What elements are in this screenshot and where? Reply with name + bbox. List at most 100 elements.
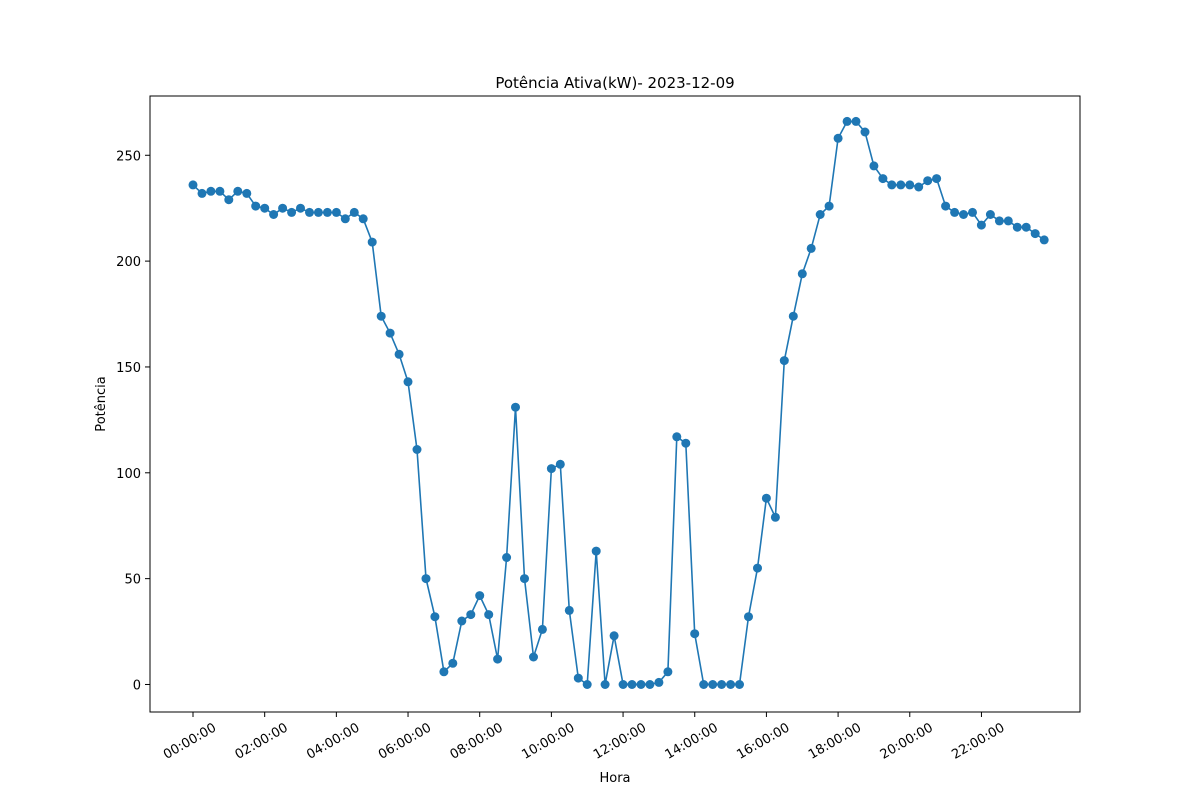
data-point [349, 207, 359, 217]
x-tick-label: 04:00:00 [304, 720, 362, 762]
data-point [717, 680, 727, 689]
data-point [905, 180, 915, 190]
data-point [305, 207, 314, 217]
data-point [233, 186, 243, 196]
data-point [520, 574, 529, 584]
x-tick-label: 16:00:00 [734, 720, 792, 762]
y-tick-label: 0 [133, 678, 141, 693]
y-tick-label: 200 [116, 255, 141, 270]
data-point [600, 680, 610, 689]
data-point [412, 445, 422, 454]
x-tick-label: 08:00:00 [448, 720, 506, 762]
data-point [941, 201, 951, 211]
data-point [842, 116, 852, 126]
data-point [761, 493, 771, 503]
data-point [896, 180, 906, 190]
data-point [260, 203, 270, 213]
data-point [618, 680, 628, 689]
y-tick-label: 150 [116, 361, 141, 376]
x-axis: 00:00:00 02:00:00 04:00:00 06:00:00 08:00:00… [161, 712, 1007, 763]
x-axis-label: Hora [599, 771, 630, 786]
data-point [287, 207, 297, 217]
data-point [215, 186, 225, 196]
x-tick-label: 20:00:00 [878, 720, 936, 762]
data-point [878, 174, 888, 184]
data-point [555, 459, 565, 469]
data-point [735, 680, 744, 689]
data-point [502, 553, 512, 562]
y-tick-label: 250 [116, 149, 141, 164]
data-point [403, 377, 413, 387]
data-point [609, 631, 619, 641]
x-tick-label: 10:00:00 [519, 720, 577, 762]
data-point [475, 591, 485, 601]
data-point [322, 207, 332, 217]
data-point [851, 116, 861, 126]
data-point [466, 610, 476, 620]
data-point [654, 677, 664, 687]
y-tick-label: 50 [124, 573, 141, 588]
data-point [797, 269, 807, 279]
data-point [439, 667, 449, 677]
data-point [511, 402, 520, 412]
data-point [296, 203, 305, 213]
data-point [887, 180, 897, 190]
data-point [869, 161, 879, 171]
data-point [421, 574, 431, 584]
data-point [493, 654, 503, 664]
data-point [753, 563, 762, 573]
data-point [824, 201, 834, 211]
data-point [430, 612, 440, 622]
data-point [573, 673, 583, 683]
data-point [923, 176, 933, 186]
series-line [192, 120, 1045, 686]
data-point [484, 610, 494, 620]
data-point [976, 220, 986, 230]
x-tick-label: 06:00:00 [376, 720, 434, 762]
x-tick-label: 18:00:00 [806, 720, 864, 762]
data-point [188, 180, 198, 190]
data-point [529, 652, 538, 662]
data-point [591, 546, 601, 556]
data-point [968, 207, 977, 217]
data-point [278, 203, 288, 213]
data-point [448, 658, 458, 668]
data-point [726, 680, 736, 689]
data-point [690, 629, 700, 639]
y-axis-label: Potência [94, 376, 109, 431]
data-point [788, 311, 798, 321]
data-point [681, 438, 691, 448]
data-point [457, 616, 467, 626]
data-point [340, 214, 350, 224]
data-point [806, 243, 816, 253]
data-point [1003, 216, 1013, 226]
y-tick-label: 100 [116, 467, 141, 482]
data-point [672, 432, 682, 442]
data-point [385, 328, 395, 338]
data-point [770, 512, 780, 522]
chart-title: Potência Ativa(kW)- 2023-12-09 [495, 74, 734, 92]
data-point [708, 680, 718, 689]
data-point [206, 186, 216, 196]
x-tick-label: 22:00:00 [949, 720, 1007, 762]
data-point [950, 207, 960, 217]
data-point [932, 174, 942, 184]
data-point [779, 356, 789, 366]
data-point [645, 680, 655, 689]
plot-frame [149, 95, 1081, 713]
data-point [914, 182, 924, 192]
data-point [815, 210, 825, 219]
data-point [1030, 229, 1040, 239]
data-point [367, 237, 377, 247]
data-point [376, 311, 386, 321]
data-point [985, 210, 995, 219]
data-point [833, 133, 843, 143]
data-point [636, 680, 646, 689]
data-point [242, 188, 252, 198]
data-point [313, 207, 323, 217]
y-axis: 0 50 100 150 200 250 [116, 149, 150, 693]
data-point [197, 188, 207, 198]
data-point [224, 195, 234, 205]
data-point [546, 464, 556, 474]
